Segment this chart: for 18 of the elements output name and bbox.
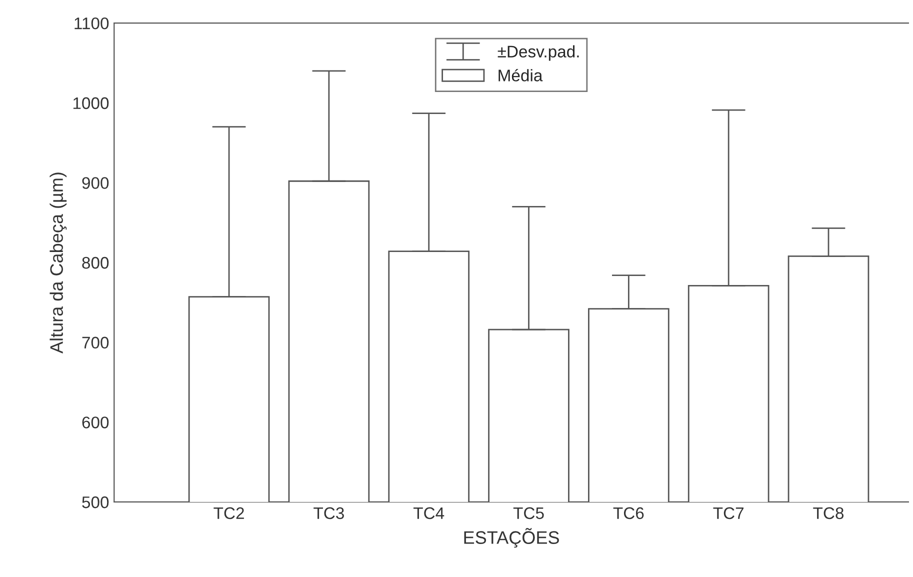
x-tick-label: TC5 [513, 507, 544, 520]
legend-label: Média [498, 68, 543, 82]
y-axis-title: Altura da Cabeça (µm) [50, 172, 67, 354]
x-axis-title: ESTAÇÕES [464, 528, 559, 548]
y-tick-label: 600 [82, 416, 109, 428]
y-tick-label: 500 [82, 496, 109, 508]
y-tick-label: 1100 [74, 17, 109, 30]
x-tick-label: TC6 [613, 507, 644, 520]
x-tick-label: TC8 [813, 507, 844, 520]
annotation: ±Desv.pad. [498, 45, 579, 61]
y-tick-label: 800 [82, 256, 109, 269]
y-tick-label: 1000 [73, 97, 109, 110]
x-tick-label: TC4 [413, 507, 444, 520]
y-tick-label: 700 [82, 336, 109, 349]
y-tick-label: 900 [82, 177, 109, 189]
x-tick-label: TC3 [314, 507, 344, 520]
x-tick-label: TC7 [713, 507, 744, 520]
x-tick-label: TC2 [214, 507, 244, 520]
